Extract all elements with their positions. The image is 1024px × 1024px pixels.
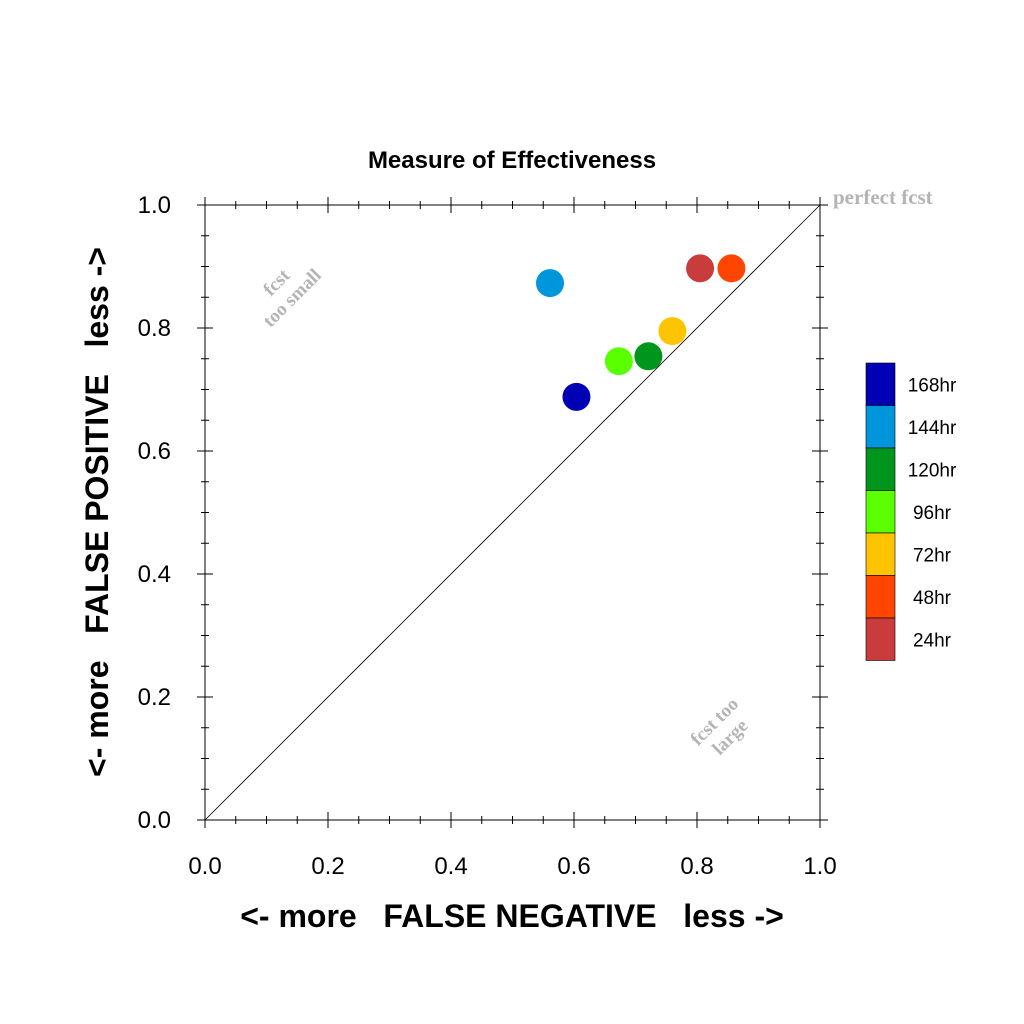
legend-label-72hr: 72hr [913, 545, 952, 566]
point-72hr [658, 317, 687, 346]
y-tick-label: 0.4 [138, 561, 171, 588]
x-tick-label: 0.8 [680, 853, 713, 880]
point-96hr [604, 347, 633, 376]
legend-swatch-168hr [865, 362, 896, 406]
y-tick-label: 0.0 [138, 807, 171, 834]
point-24hr [686, 254, 715, 283]
point-168hr [562, 382, 591, 411]
legend-label-144hr: 144hr [908, 418, 957, 439]
y-tick-label: 0.6 [138, 438, 171, 465]
legend-swatch-120hr [865, 447, 896, 491]
y-tick-label: 0.2 [138, 684, 171, 711]
y-axis-label: <- more FALSE POSITIVE less -> [79, 247, 115, 777]
point-120hr [634, 342, 663, 371]
legend-label-48hr: 48hr [913, 588, 952, 609]
legend-swatch-24hr [865, 617, 896, 661]
x-tick-label: 1.0 [803, 853, 836, 880]
x-tick-label: 0.4 [434, 853, 467, 880]
chart-title: Measure of Effectiveness [368, 147, 656, 174]
legend-swatch-144hr [865, 405, 896, 449]
point-48hr [717, 254, 746, 283]
legend-label-120hr: 120hr [908, 460, 957, 481]
legend-label-168hr: 168hr [908, 375, 957, 396]
perfect-forecast-annotation: perfect fcst [833, 185, 933, 209]
x-tick-label: 0.2 [311, 853, 344, 880]
legend-swatch-72hr [865, 532, 896, 576]
x-axis-label: <- more FALSE NEGATIVE less -> [240, 898, 784, 934]
x-tick-label: 0.0 [188, 853, 221, 880]
legend-swatch-96hr [865, 490, 896, 534]
legend-label-96hr: 96hr [913, 503, 952, 524]
y-tick-label: 0.8 [138, 315, 171, 342]
diagonal-line [204, 204, 821, 821]
legend-label-24hr: 24hr [913, 630, 952, 651]
x-tick-label: 0.6 [557, 853, 590, 880]
legend-swatch-48hr [865, 575, 896, 619]
point-144hr [536, 269, 565, 298]
y-tick-label: 1.0 [138, 192, 171, 219]
